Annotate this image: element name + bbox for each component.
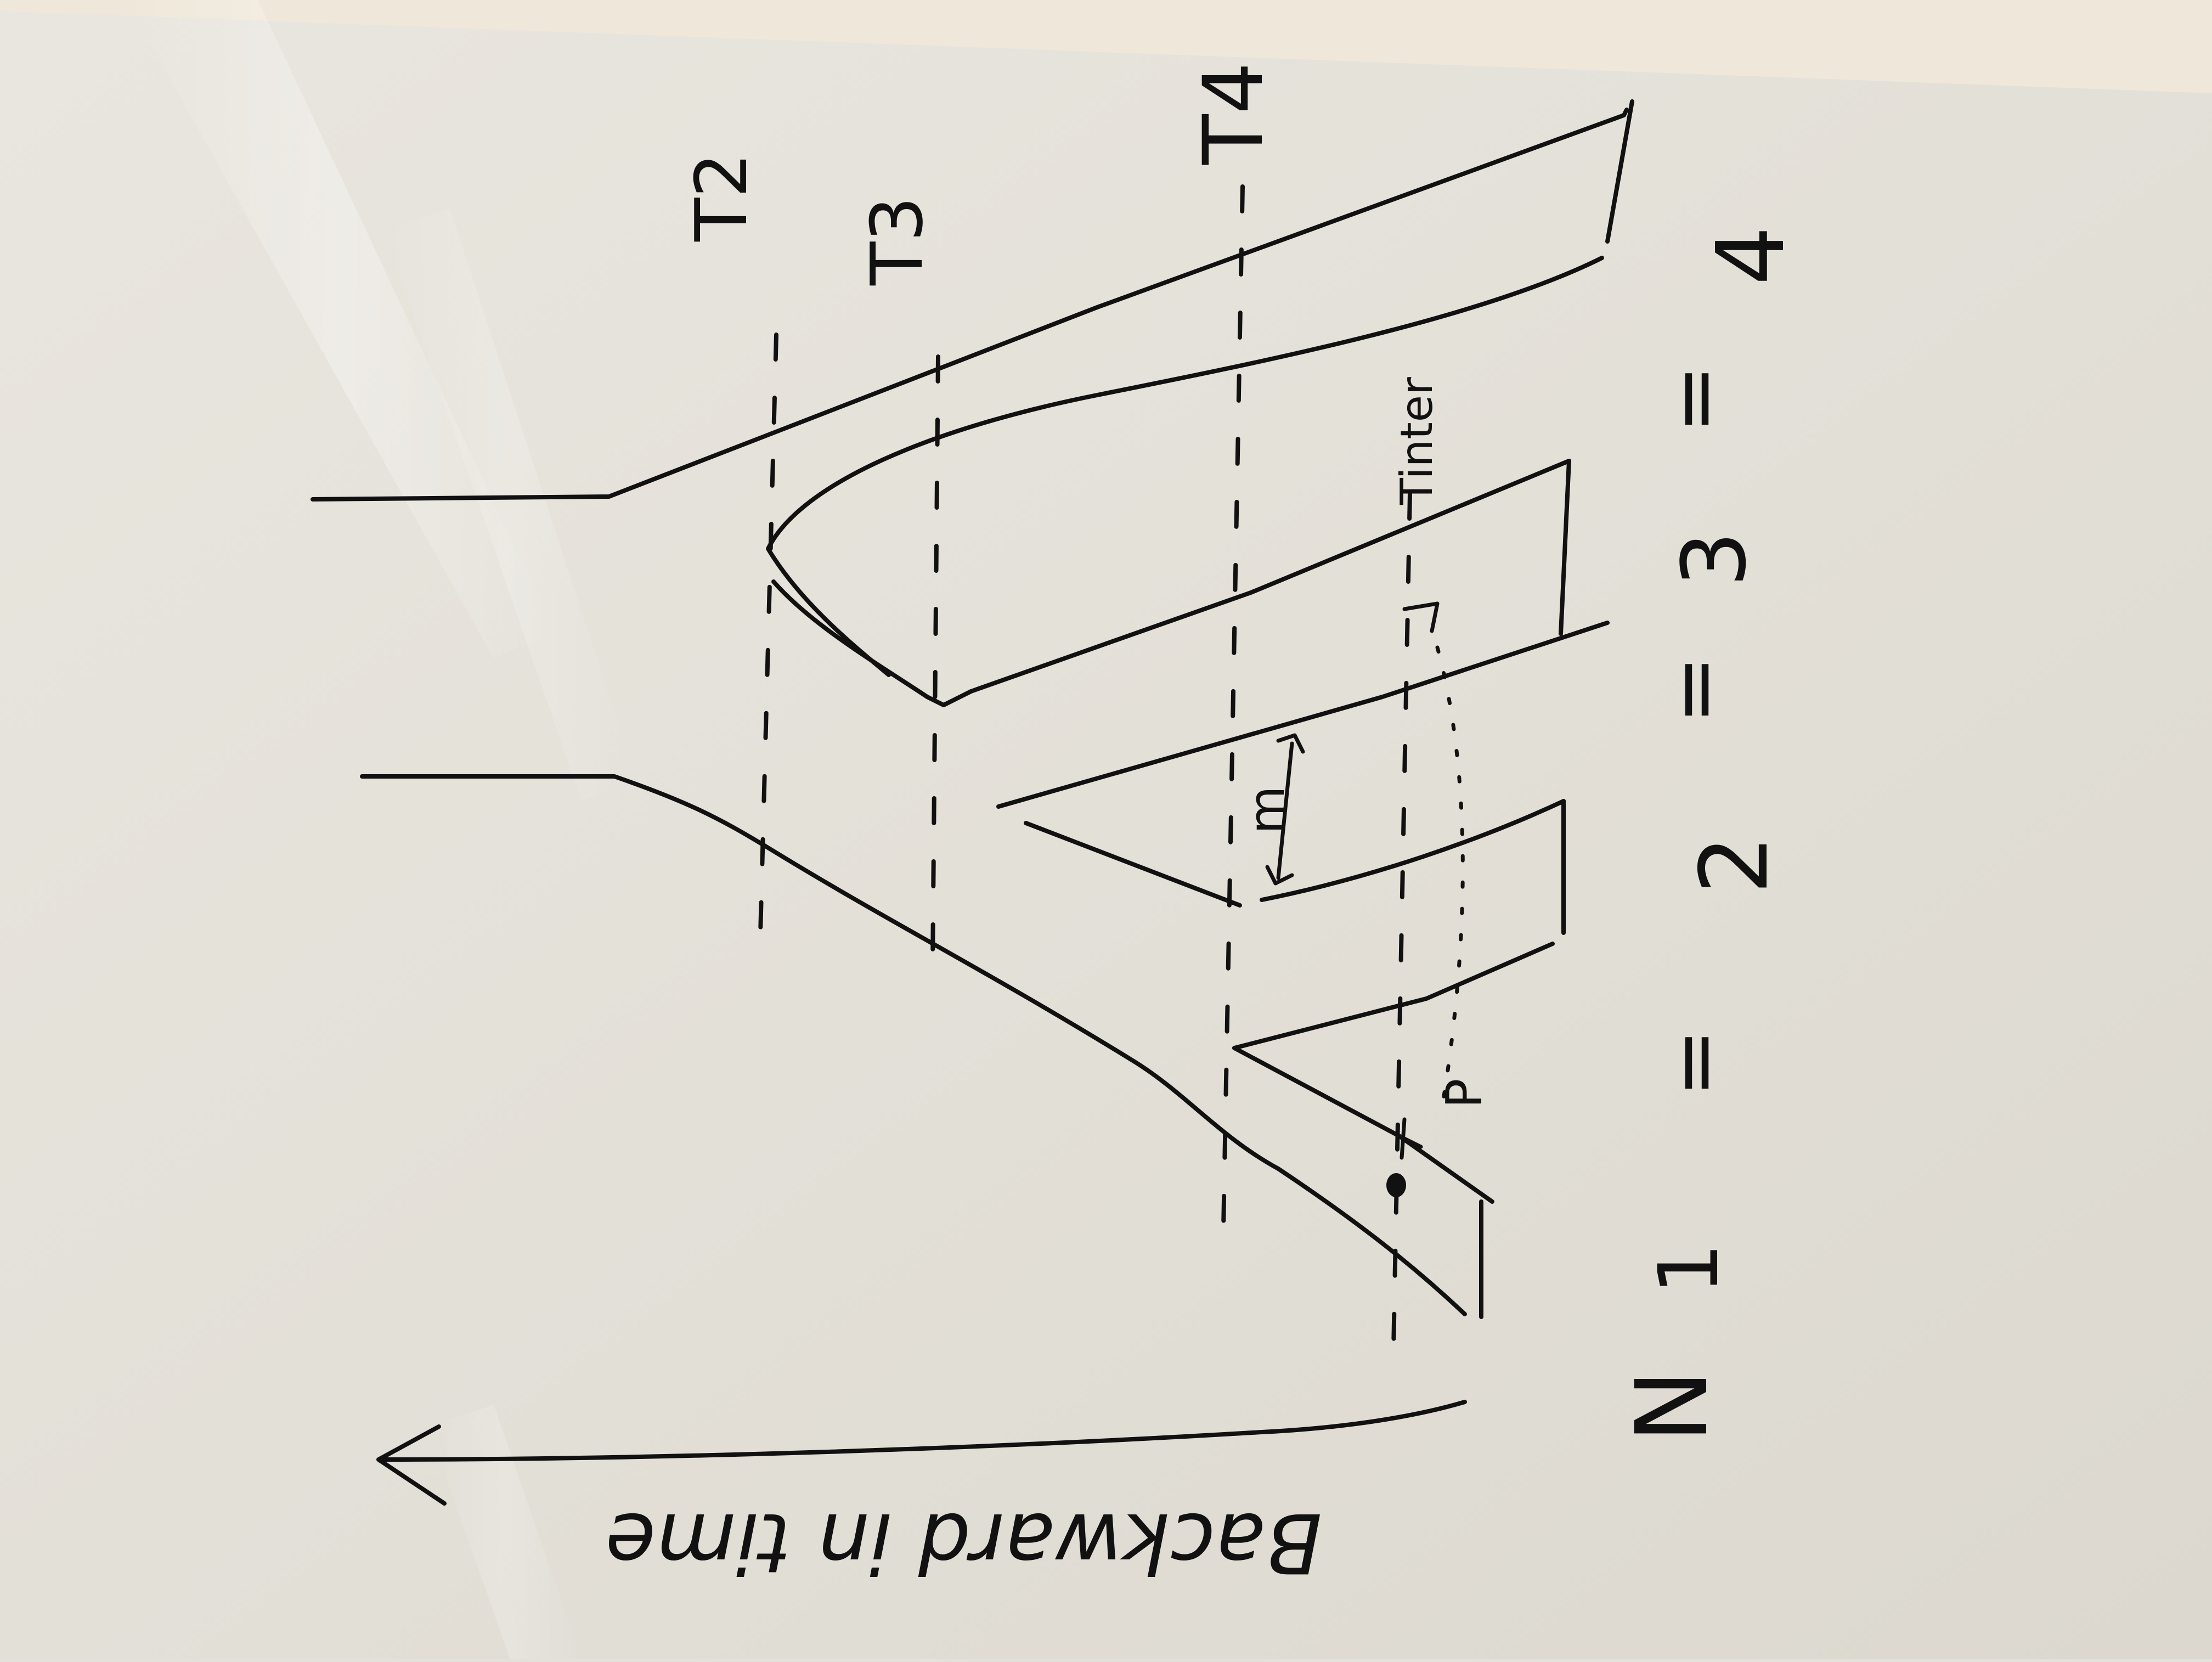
t2-line: [758, 333, 778, 957]
eq-2: =: [1647, 1028, 1742, 1097]
count-2: 2: [1680, 835, 1789, 894]
t4-line: [1221, 184, 1245, 1231]
t3-line: [930, 354, 940, 968]
eq-4: =: [1647, 364, 1742, 433]
label-tinter: Tinter: [1391, 377, 1442, 505]
coalescence-dot: [1386, 1173, 1406, 1197]
sketch-ink: [311, 99, 1634, 1506]
label-t4: T4: [1186, 62, 1282, 165]
label-t3: T3: [855, 196, 939, 286]
tinter-line: [1391, 492, 1412, 1352]
m-arrow: [1265, 733, 1305, 886]
time-axis-arrow: [376, 1400, 1467, 1506]
tinter-arrow: [1402, 601, 1440, 633]
count-3: 3: [1663, 531, 1765, 587]
p-dotted-line: [1435, 645, 1465, 1105]
label-t2: T2: [680, 153, 763, 242]
label-p: P: [1436, 1079, 1493, 1108]
cross-mark: [1386, 1117, 1423, 1160]
label-m: m: [1238, 786, 1296, 834]
glare-streak-2: [384, 209, 636, 801]
axis-caption: Backward in time: [605, 1495, 1322, 1590]
glare-streak: [126, 0, 554, 658]
glare-streak-3: [428, 1405, 582, 1659]
label-n: N: [1615, 1369, 1730, 1443]
count-1: 1: [1641, 1243, 1737, 1295]
wall-strip: [0, 0, 2212, 93]
epoch-lines: [758, 184, 1412, 1352]
lineage-tree: [311, 99, 1634, 1319]
count-4: 4: [1697, 226, 1805, 285]
eq-3: =: [1647, 655, 1742, 724]
labels: T2 T3 T4 Tinter P m 4 = 3 = 2 = 1 N Back…: [605, 62, 1805, 1590]
